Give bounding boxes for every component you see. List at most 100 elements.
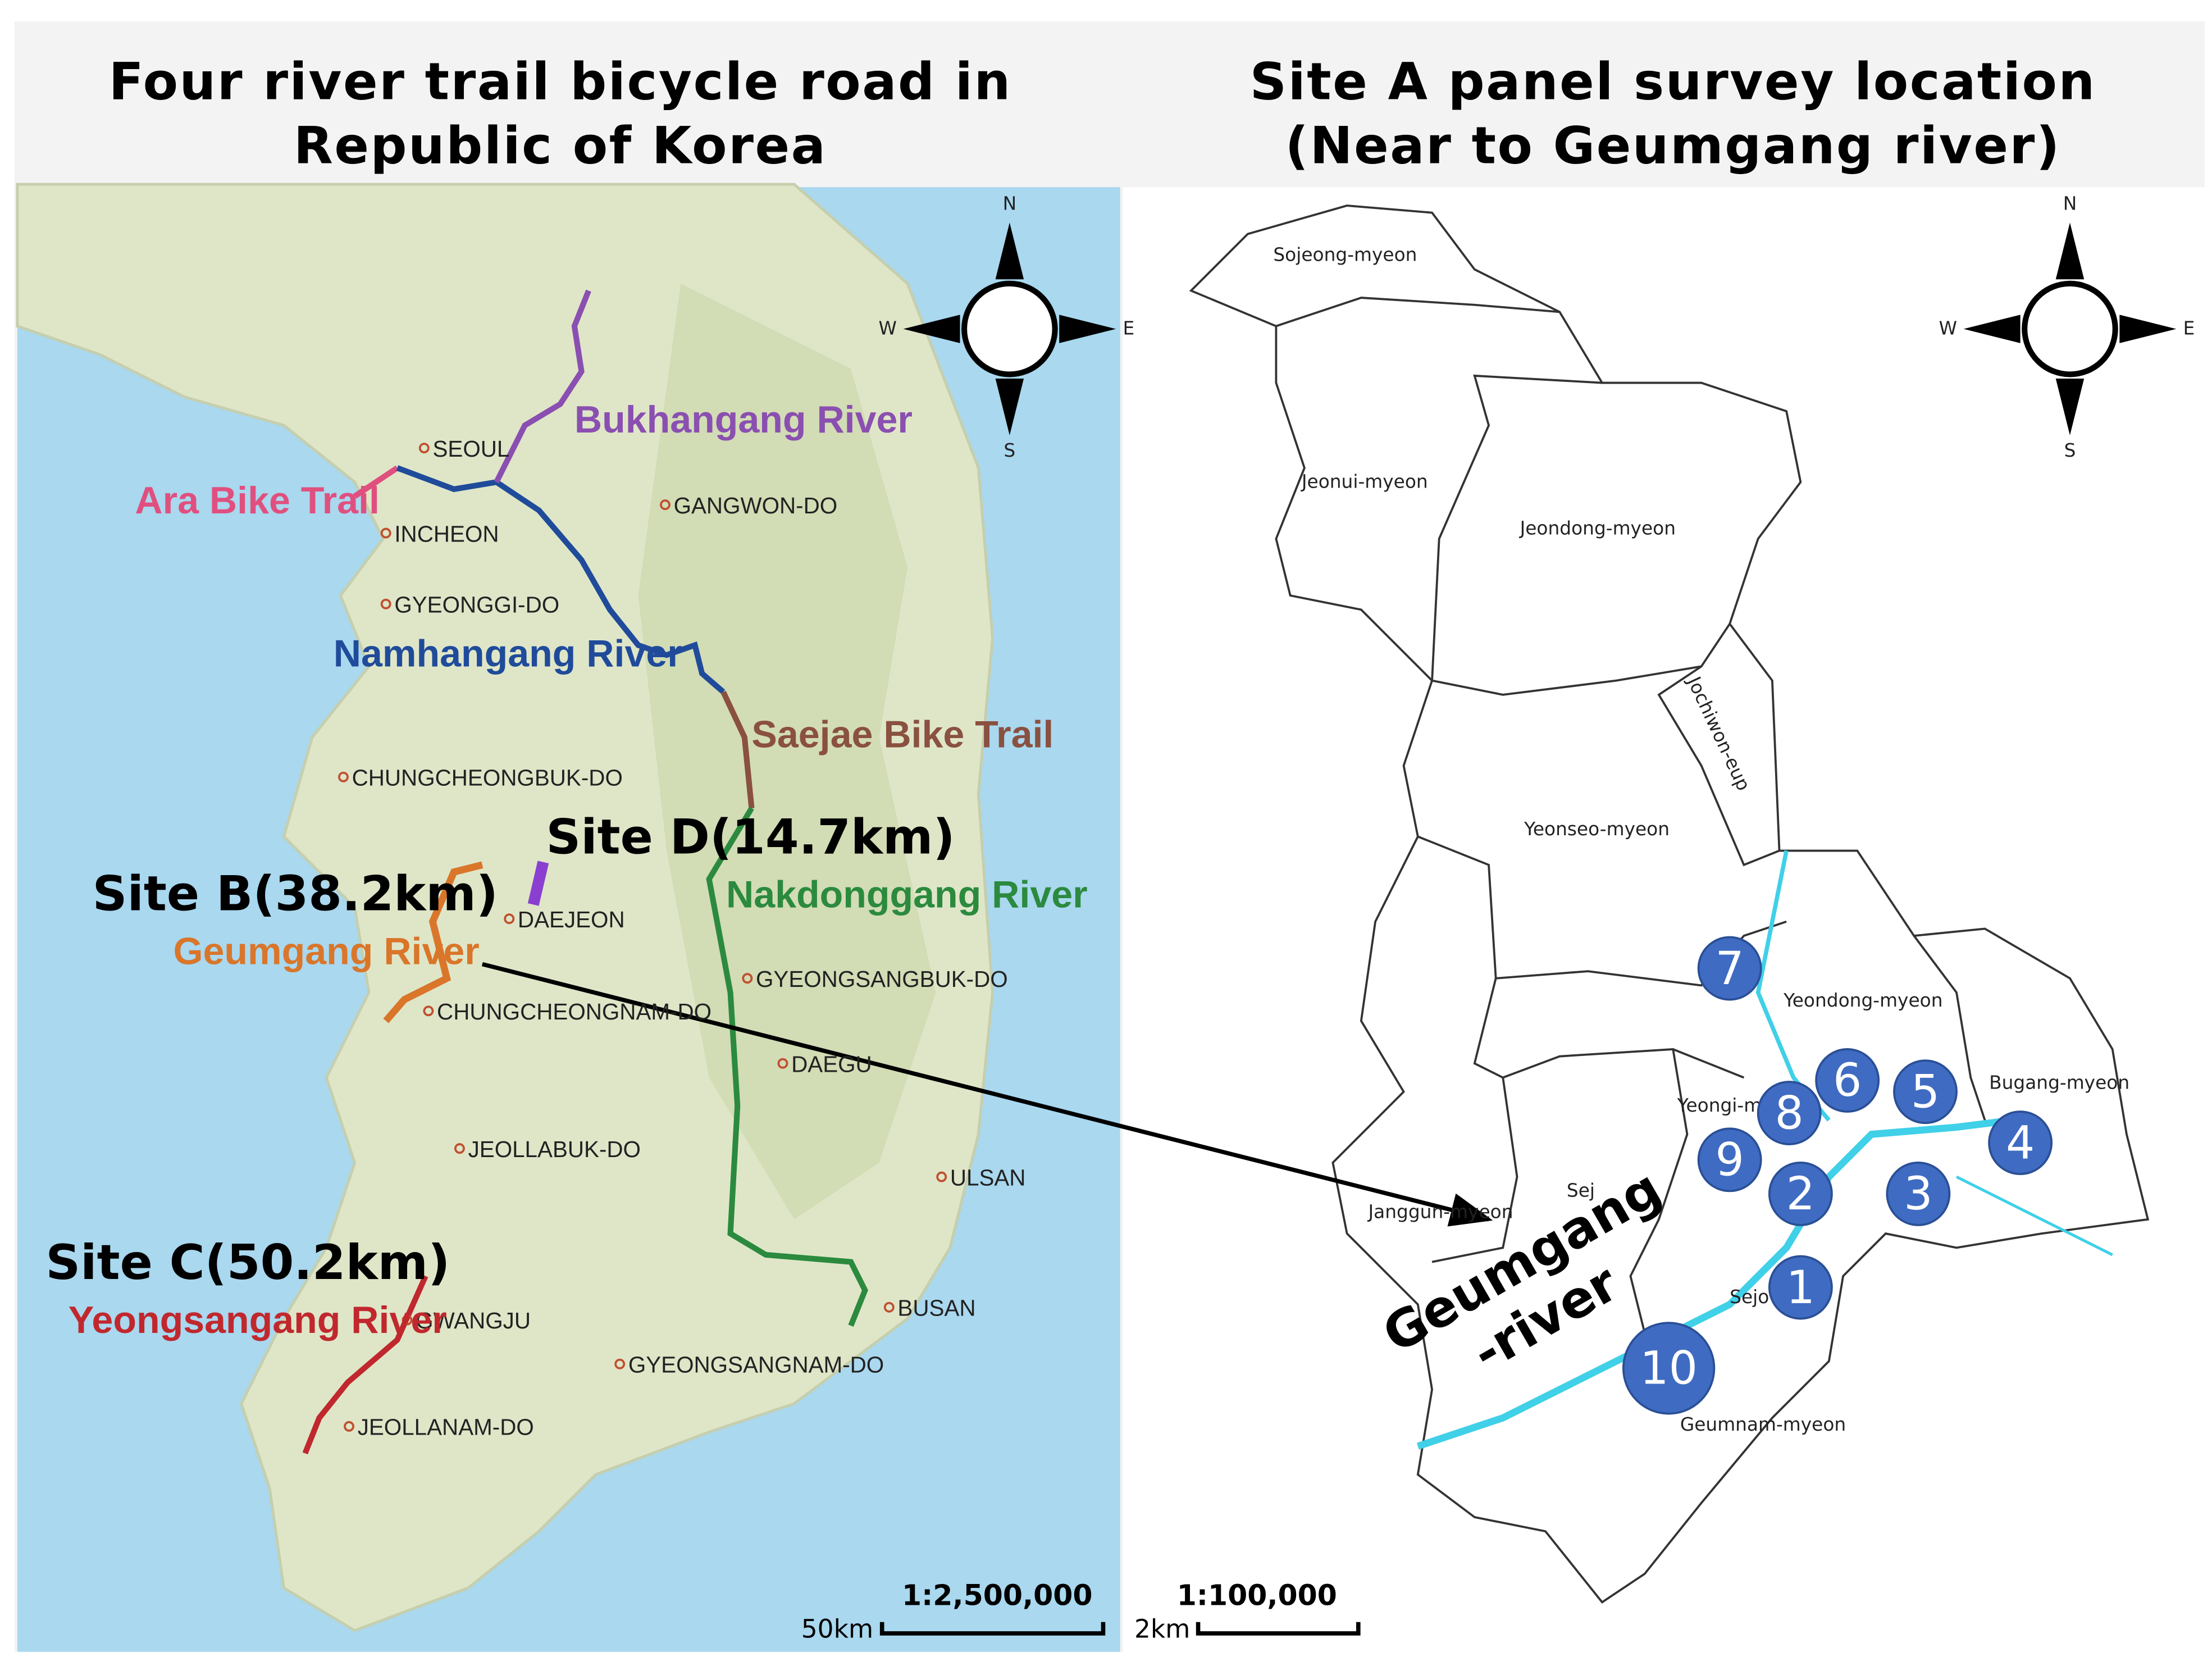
survey-point bbox=[1622, 1322, 1716, 1415]
survey-point bbox=[1886, 1161, 1951, 1226]
survey-point bbox=[1697, 1127, 1762, 1192]
compass-ring bbox=[961, 280, 1058, 377]
scale-bar bbox=[879, 1622, 1106, 1636]
survey-point-label: 6 bbox=[1833, 1054, 1862, 1107]
site-label: Site C(50.2km) bbox=[45, 1235, 450, 1291]
scale-ratio: 1:2,500,000 bbox=[902, 1578, 1092, 1612]
place-label: JEOLLABUK-DO bbox=[468, 1136, 641, 1162]
survey-point-label: 5 bbox=[1911, 1066, 1940, 1118]
place-dot bbox=[423, 1005, 434, 1017]
scale-length: 2km bbox=[1134, 1614, 1190, 1644]
district-line bbox=[1431, 623, 1731, 696]
place-dot bbox=[504, 913, 515, 925]
ara-trail bbox=[353, 465, 399, 499]
arrow bbox=[481, 962, 1493, 1227]
place-dot bbox=[614, 1358, 626, 1369]
district-line bbox=[1431, 1077, 1518, 1263]
place-label: GYEONGSANGNAM-DO bbox=[628, 1351, 884, 1377]
place-dot bbox=[777, 1058, 788, 1069]
boundary bbox=[1189, 204, 2150, 1604]
namhangang-trail bbox=[396, 465, 726, 694]
compass-arrows bbox=[903, 222, 1116, 435]
compass-label: E bbox=[1123, 318, 1135, 339]
place-label: INCHEON bbox=[394, 521, 499, 547]
trail-label: Saejae Bike Trail bbox=[751, 713, 1053, 755]
district-line bbox=[1913, 935, 1986, 1121]
korea-map bbox=[16, 183, 1120, 1652]
panel-title: Site A panel survey location bbox=[1250, 53, 2096, 112]
scale-bar bbox=[1196, 1622, 1361, 1636]
yeongsangang-trail bbox=[302, 1274, 428, 1455]
compass-label: N bbox=[1003, 193, 1017, 215]
survey-point bbox=[1815, 1048, 1880, 1113]
place-dot bbox=[742, 973, 753, 984]
scale-length: 50km bbox=[801, 1614, 873, 1644]
site-label: Site D(14.7km) bbox=[546, 809, 955, 866]
place-dot bbox=[936, 1171, 947, 1182]
nakdonggang-trail bbox=[706, 807, 868, 1327]
place-dot bbox=[380, 527, 391, 539]
compass-arrows bbox=[1963, 222, 2177, 435]
compass-label: S bbox=[2064, 440, 2076, 461]
survey-point-label: 10 bbox=[1640, 1342, 1698, 1395]
survey-point-label: 4 bbox=[2006, 1117, 2035, 1169]
place-dot bbox=[337, 771, 349, 782]
place-label: BUSAN bbox=[897, 1295, 975, 1321]
survey-point-label: 1 bbox=[1786, 1262, 1815, 1314]
district-line bbox=[1473, 978, 1745, 1079]
district-line bbox=[1629, 1049, 1689, 1333]
survey-point-label: 2 bbox=[1786, 1168, 1815, 1221]
place-label: SEOUL bbox=[432, 436, 509, 462]
trail-label: Nakdonggang River bbox=[726, 873, 1088, 916]
survey-point bbox=[1988, 1110, 2053, 1175]
trail-label: Bukhangang River bbox=[574, 398, 913, 441]
region-label: Geumnam-myeon bbox=[1680, 1414, 1846, 1435]
place-dot bbox=[659, 499, 671, 511]
place-dot bbox=[418, 443, 430, 454]
place-label: GYEONGSANGBUK-DO bbox=[756, 966, 1008, 992]
place-dot bbox=[402, 1314, 413, 1326]
survey-point-label: 3 bbox=[1904, 1168, 1932, 1221]
trail-label: Namhangang River bbox=[334, 632, 682, 675]
region-label: Jeonui-myeon bbox=[1301, 471, 1428, 492]
saejae-trail bbox=[720, 690, 755, 809]
scale-ratio: 1:100,000 bbox=[1177, 1578, 1337, 1612]
panel-title: Republic of Korea bbox=[294, 116, 827, 175]
place-dot bbox=[380, 598, 391, 609]
survey-point bbox=[1768, 1255, 1833, 1320]
place-dot bbox=[344, 1421, 355, 1432]
map-background bbox=[1123, 187, 2205, 1652]
region-label: Sejo bbox=[1730, 1286, 1769, 1308]
site-label: Site B(38.2km) bbox=[93, 866, 498, 922]
district-line bbox=[1275, 297, 1560, 327]
region-label: Janggun-myeon bbox=[1367, 1201, 1513, 1222]
place-label: JEOLLANAM-DO bbox=[358, 1414, 534, 1440]
region-label: Yeonseo-myeon bbox=[1524, 818, 1670, 840]
labels: Four river trail bicycle road inRepublic… bbox=[45, 53, 2195, 1644]
region-label: Bugang-myeon bbox=[1989, 1072, 2129, 1094]
place-label: ULSAN bbox=[950, 1164, 1026, 1190]
survey-point-label: 8 bbox=[1775, 1087, 1803, 1140]
place-label: CHUNGCHEONGNAM-DO bbox=[437, 999, 712, 1025]
region-label: Jeondong-myeon bbox=[1519, 518, 1676, 539]
trail-label: Geumgang River bbox=[174, 930, 480, 972]
place-label: GWANGJU bbox=[416, 1308, 531, 1333]
place-dot bbox=[883, 1301, 895, 1313]
sejong-map bbox=[1123, 187, 2205, 1652]
survey-point bbox=[1893, 1059, 1958, 1125]
place-label: GANGWON-DO bbox=[674, 493, 838, 518]
survey-point bbox=[1768, 1161, 1833, 1226]
compass-label: E bbox=[2183, 318, 2195, 339]
compass-label: S bbox=[1004, 440, 1015, 461]
bukhangang-trail bbox=[494, 289, 591, 484]
river-line bbox=[1955, 1175, 2113, 1257]
river-line bbox=[1416, 1116, 2014, 1450]
place-dot bbox=[454, 1143, 465, 1154]
place-label: GYEONGGI-DO bbox=[394, 591, 559, 617]
place-label: CHUNGCHEONGBUK-DO bbox=[352, 764, 623, 790]
panel-title: (Near to Geumgang river) bbox=[1285, 116, 2060, 175]
survey-point-label: 7 bbox=[1715, 943, 1744, 995]
compass-label: N bbox=[2063, 193, 2077, 215]
